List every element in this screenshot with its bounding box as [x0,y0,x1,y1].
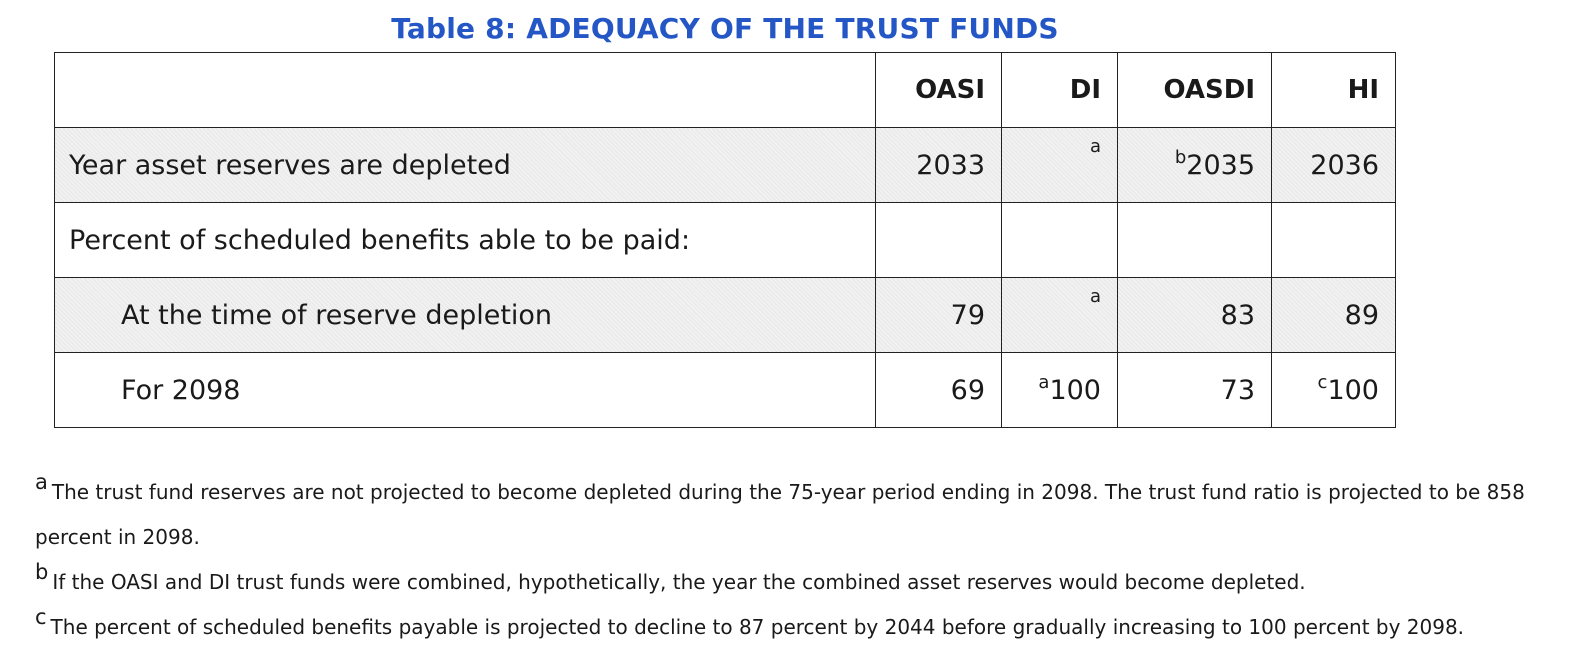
footnote-text: The trust fund reserves are not projecte… [35,480,1525,549]
cell-oasdi: 83 [1117,277,1272,353]
footnote-mark: b [35,560,49,584]
footnote-ref[interactable]: c [1317,371,1328,393]
footnotes: a The trust fund reserves are not project… [35,470,1555,650]
cell-di [1001,202,1118,278]
footnote-b: b If the OASI and DI trust funds were com… [35,560,1555,605]
row-label: Percent of scheduled benefits able to be… [54,202,876,278]
row-label: At the time of reserve depletion [54,277,876,353]
cell-oasi: 79 [875,277,1002,353]
table-row: Year asset reserves are depleted 2033 a … [54,127,1396,203]
footnote-a: a The trust fund reserves are not project… [35,470,1555,560]
header-cell-oasdi: OASDI [1117,52,1272,128]
adequacy-table: OASI DI OASDI HI Year asset reserves are… [54,52,1396,428]
cell-oasi: 69 [875,352,1002,428]
footnote-ref[interactable]: b [1174,146,1187,168]
cell-di: a [1001,277,1118,353]
header-cell-label [54,52,876,128]
cell-di: a100 [1001,352,1118,428]
cell-di: a [1001,127,1118,203]
table-row: Percent of scheduled benefits able to be… [54,202,1396,278]
header-row: OASI DI OASDI HI [54,52,1396,128]
cell-oasdi: 73 [1117,352,1272,428]
cell-hi: c100 [1271,352,1396,428]
cell-oasi: 2033 [875,127,1002,203]
cell-value: 2035 [1186,149,1255,181]
cell-oasdi: b2035 [1117,127,1272,203]
cell-hi: 89 [1271,277,1396,353]
header-cell-oasi: OASI [875,52,1002,128]
cell-oasi [875,202,1002,278]
cell-hi [1271,202,1396,278]
header-cell-di: DI [1001,52,1118,128]
footnote-ref[interactable]: a [1089,286,1101,307]
footnote-ref[interactable]: a [1089,136,1101,157]
footnote-text: The percent of scheduled benefits payabl… [50,615,1465,639]
row-label: Year asset reserves are depleted [54,127,876,203]
cell-oasdi [1117,202,1272,278]
table-title: Table 8: ADEQUACY OF THE TRUST FUNDS [391,12,1059,45]
table-row: At the time of reserve depletion 79 a 83… [54,277,1396,353]
table-row: For 2098 69 a100 73 c100 [54,352,1396,428]
footnote-ref[interactable]: a [1038,371,1050,393]
row-label: For 2098 [54,352,876,428]
footnote-c: c The percent of scheduled benefits payab… [35,605,1555,650]
header-cell-hi: HI [1271,52,1396,128]
cell-value: 100 [1327,374,1379,406]
footnote-text: If the OASI and DI trust funds were comb… [52,570,1306,594]
cell-hi: 2036 [1271,127,1396,203]
cell-value: 100 [1049,374,1101,406]
footnote-mark: a [35,470,48,494]
footnote-mark: c [35,605,47,629]
